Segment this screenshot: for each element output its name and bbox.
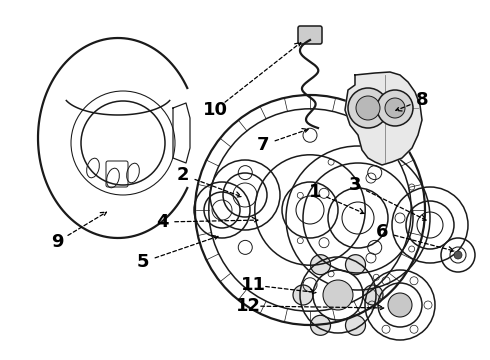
Text: 1: 1 bbox=[309, 183, 321, 201]
Circle shape bbox=[385, 98, 405, 118]
Text: 9: 9 bbox=[51, 233, 63, 251]
Circle shape bbox=[311, 315, 330, 335]
Circle shape bbox=[377, 90, 413, 126]
Circle shape bbox=[345, 315, 366, 335]
Text: 2: 2 bbox=[177, 166, 189, 184]
Polygon shape bbox=[345, 72, 422, 165]
Text: 7: 7 bbox=[257, 136, 269, 154]
Circle shape bbox=[363, 285, 383, 305]
Circle shape bbox=[388, 293, 412, 317]
Text: 4: 4 bbox=[156, 213, 168, 231]
Text: 10: 10 bbox=[202, 101, 227, 119]
Circle shape bbox=[454, 251, 462, 259]
FancyBboxPatch shape bbox=[298, 26, 322, 44]
Circle shape bbox=[348, 88, 388, 128]
Circle shape bbox=[311, 255, 330, 275]
Text: 6: 6 bbox=[376, 223, 388, 241]
Text: 5: 5 bbox=[137, 253, 149, 271]
Text: 11: 11 bbox=[241, 276, 266, 294]
Text: 12: 12 bbox=[236, 297, 261, 315]
Circle shape bbox=[323, 280, 353, 310]
Circle shape bbox=[293, 285, 313, 305]
Text: 8: 8 bbox=[416, 91, 428, 109]
Circle shape bbox=[356, 96, 380, 120]
Circle shape bbox=[345, 255, 366, 275]
Text: 3: 3 bbox=[349, 176, 361, 194]
